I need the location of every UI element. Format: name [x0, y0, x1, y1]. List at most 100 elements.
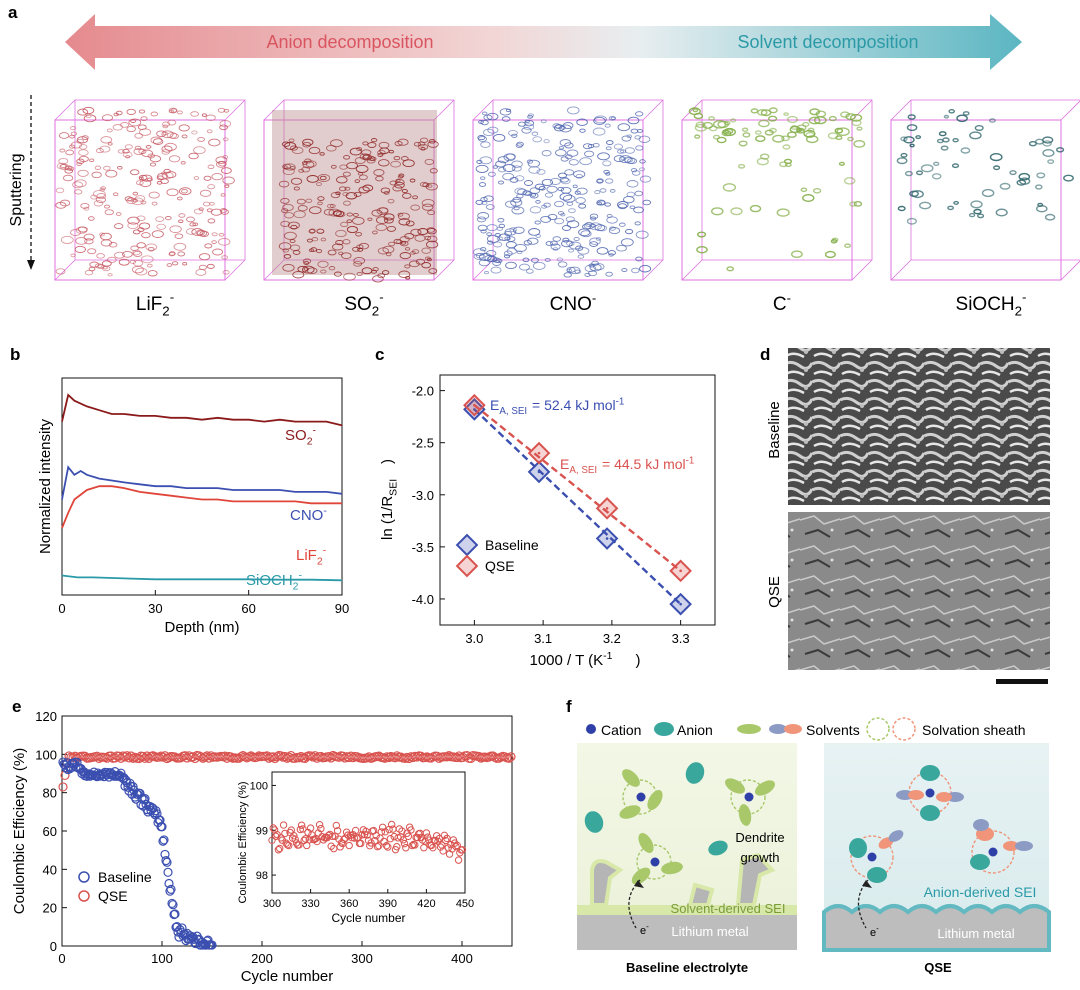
cube-speck — [220, 193, 226, 197]
cube-speck — [399, 252, 411, 260]
cube-speck — [592, 127, 606, 136]
cube-speck — [906, 217, 918, 225]
chart-e-inset-point — [315, 821, 324, 829]
cube-speck — [141, 232, 151, 239]
chart-e-inset-point — [422, 829, 431, 837]
cube-speck — [564, 169, 575, 176]
chart-b-line-lif — [61, 485, 342, 529]
cube-speck — [478, 252, 492, 262]
cube-speck — [156, 223, 167, 230]
cube-speck — [198, 264, 207, 271]
cube-speck — [620, 156, 627, 161]
cube-speck — [995, 208, 1008, 217]
legend-solvent-green-icon — [737, 724, 761, 734]
cube-speck — [616, 244, 627, 252]
cube-speck — [377, 149, 386, 156]
cube-speck — [562, 237, 570, 243]
chart-b-xtick-label: 0 — [58, 601, 65, 616]
cube-speck — [1044, 213, 1056, 221]
cube-speck — [161, 171, 174, 180]
cube-speck — [381, 270, 390, 275]
cube-speck — [362, 184, 374, 192]
chart-e-inset-point — [345, 841, 353, 850]
cube-speck — [477, 135, 486, 141]
cube-speck — [479, 156, 493, 165]
chart-e-ytick-label: 100 — [35, 747, 57, 762]
cube-speck — [496, 226, 503, 231]
cube-speck — [587, 270, 598, 277]
cube-speck — [568, 248, 574, 253]
cube-speck — [96, 253, 105, 259]
lithium-metal-label-right: Lithium metal — [937, 926, 1014, 941]
cube-speck — [59, 163, 69, 170]
cube-speck — [543, 139, 550, 144]
cube-speck — [409, 178, 416, 183]
chart-e-inset-point — [381, 828, 389, 836]
chart-e-qse-point — [392, 751, 402, 761]
cube-speck — [497, 217, 505, 223]
cube-speck — [582, 223, 592, 230]
cube-speck — [796, 127, 803, 133]
cube-speck — [343, 272, 356, 281]
cube-speck — [506, 236, 516, 242]
cube-speck — [560, 186, 572, 194]
chart-b-line-cno — [61, 465, 343, 500]
cube-speck — [546, 185, 558, 193]
cube-speck — [280, 197, 290, 204]
cube-speck — [95, 196, 107, 203]
chart-e-inset-point — [458, 846, 467, 854]
chart-e-inset-ytick-label: 99 — [256, 825, 268, 837]
cube-speck — [517, 188, 528, 196]
chart-c-xtick-label: 3.3 — [672, 631, 690, 646]
cube-speck — [94, 165, 102, 170]
cube-speck — [92, 189, 106, 199]
cube-speck — [217, 107, 226, 113]
cube-speck — [505, 153, 516, 160]
cube-edge — [1060, 100, 1080, 121]
cube-speck — [476, 159, 483, 164]
cube-speck — [716, 136, 727, 144]
cube-speck — [781, 135, 790, 142]
cube-speck — [397, 212, 404, 217]
cube-speck — [130, 119, 136, 123]
cube-speck — [310, 247, 318, 252]
cube-speck — [938, 131, 947, 137]
chart-e-baseline-point — [170, 909, 180, 919]
cube-speck — [215, 156, 228, 164]
cube-speck — [221, 255, 228, 260]
cube-speck — [838, 161, 846, 166]
chart-e-inset-point — [269, 824, 277, 832]
chart-c-fit-qse — [473, 404, 682, 572]
cube-speck — [918, 201, 932, 210]
chart-b-series-label-lif-sub: 2 — [317, 556, 323, 568]
cube-speck — [544, 257, 551, 262]
cube-speck — [330, 139, 343, 148]
cube-speck — [514, 187, 526, 195]
cube-speck — [604, 202, 611, 207]
cube-speck — [607, 250, 616, 256]
cube-speck — [480, 196, 488, 202]
cube-speck — [138, 174, 148, 181]
cube-speck — [100, 136, 113, 144]
cube-speck — [812, 187, 822, 194]
cube-speck — [220, 209, 229, 215]
cube-speck — [519, 263, 530, 271]
cube-speck — [150, 111, 159, 117]
chart-e-xtick-label: 0 — [58, 951, 65, 966]
cube-speck — [594, 224, 606, 232]
cube-speck — [523, 240, 532, 246]
cube-speck — [70, 229, 81, 236]
cube-speck — [193, 176, 200, 180]
cube-speck — [59, 199, 71, 207]
chart-e-legend-label-qse: QSE — [98, 888, 128, 904]
cube-speck — [335, 229, 347, 238]
cube-speck — [572, 184, 578, 189]
chart-e-qse-point — [504, 753, 514, 763]
cube-speck — [332, 243, 344, 251]
cube-speck — [425, 240, 439, 249]
cube-speck — [639, 264, 652, 273]
cube-speck — [594, 190, 601, 195]
cube-label-lif-sub: 2 — [162, 304, 169, 319]
cube-speck — [218, 237, 231, 246]
cube-speck — [173, 242, 187, 251]
